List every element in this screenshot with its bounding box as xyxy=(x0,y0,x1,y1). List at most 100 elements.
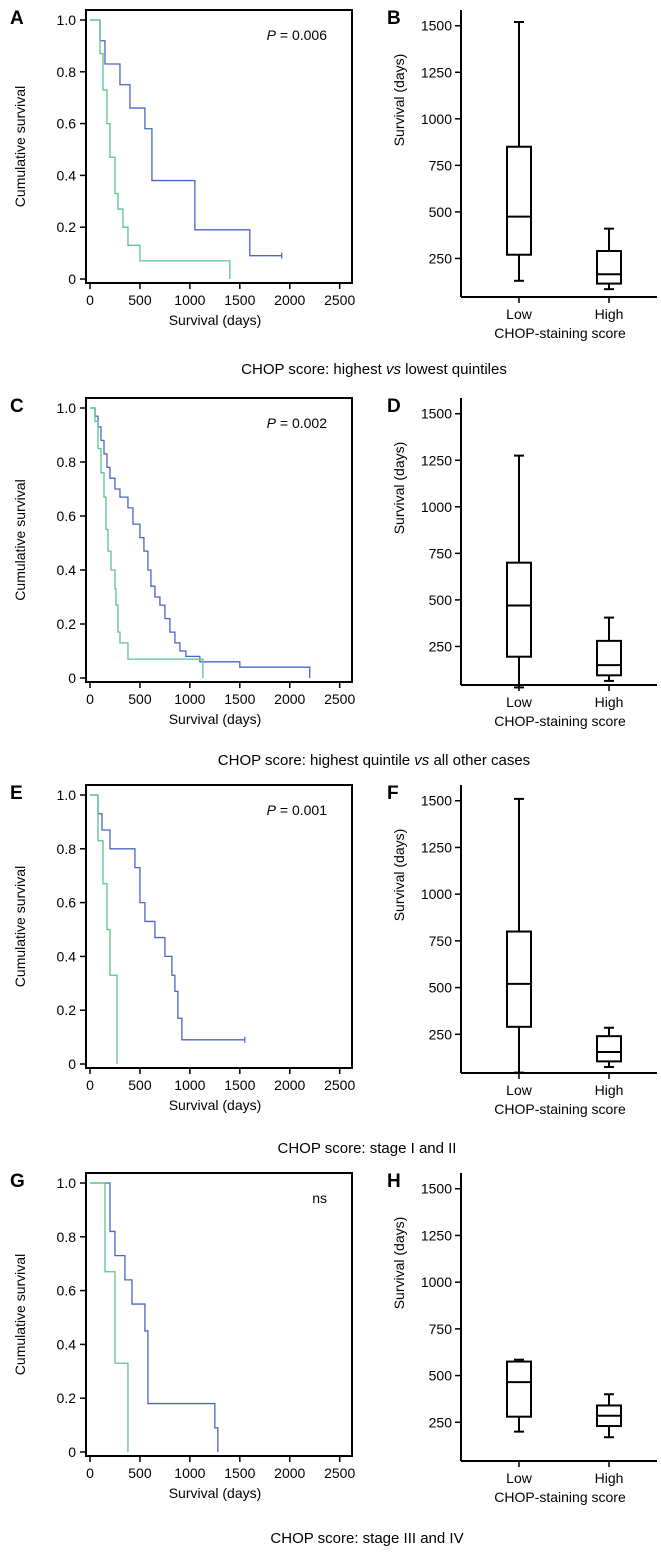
y-tick-label: 1250 xyxy=(421,64,452,80)
row-1: A 0 0.2 0.4 0.6 0.8 1.0 0 500 1000 1500 2000 2500 Sur… xyxy=(10,8,657,378)
p-value-text: = 0.006 xyxy=(276,27,327,43)
x-tick-label: 1500 xyxy=(224,292,255,308)
y-tick-label: 0.6 xyxy=(57,508,77,524)
y-tick-label: 0.4 xyxy=(57,948,77,964)
panel-letter: E xyxy=(10,783,23,804)
x-tick-label: 0 xyxy=(86,292,94,308)
figure-caption: CHOP score: stage III and IV xyxy=(270,1530,463,1547)
p-value-annotation: P = 0.006 xyxy=(267,27,328,43)
x-axis-label: Survival (days) xyxy=(169,1097,262,1113)
y-tick-label: 500 xyxy=(429,204,453,220)
p-value-text: ns xyxy=(312,1190,327,1206)
y-tick-label: 750 xyxy=(429,1321,453,1337)
x-tick-label: 0 xyxy=(86,1077,94,1093)
x-tick-label: 500 xyxy=(128,292,152,308)
x-tick-label: 0 xyxy=(86,1465,94,1481)
plot-frame xyxy=(85,397,353,683)
figure-caption: CHOP score: highest quintile vs all othe… xyxy=(218,752,530,769)
y-tick-label: 1000 xyxy=(421,499,452,515)
y-tick-label: 1500 xyxy=(421,406,452,422)
x-tick-label: 1500 xyxy=(224,691,255,707)
box-panel: B 250 500 750 1000 1250 1500 Survival (days) Low… xyxy=(387,8,657,341)
y-tick-label: 1000 xyxy=(421,1274,452,1290)
x-tick-label: 2000 xyxy=(274,1077,305,1093)
panel-letter: C xyxy=(10,396,24,417)
category-label: High xyxy=(595,1470,624,1486)
x-axis-label: CHOP-staining score xyxy=(494,1101,626,1117)
km-curve-high xyxy=(90,1182,129,1452)
km-panel: E 0 0.2 0.4 0.6 0.8 1.0 0 500 1000 1500 2000 2500 Sur… xyxy=(10,783,355,1113)
y-tick-label: 500 xyxy=(429,980,453,996)
plot-frame xyxy=(85,784,353,1069)
iqr-box xyxy=(596,250,622,285)
p-value-annotation: ns xyxy=(312,1190,327,1206)
y-tick-label: 1250 xyxy=(421,452,452,468)
x-tick-label: 2000 xyxy=(274,292,305,308)
x-tick-label: 2500 xyxy=(324,1077,355,1093)
km-panel: A 0 0.2 0.4 0.6 0.8 1.0 0 500 1000 1500 2000 2500 Sur… xyxy=(10,8,355,328)
y-tick-label: 0 xyxy=(68,1444,76,1460)
y-tick-label: 750 xyxy=(429,157,453,173)
x-axis-label: Survival (days) xyxy=(169,711,262,727)
y-tick-label: 250 xyxy=(429,1414,453,1430)
y-tick-label: 0.6 xyxy=(57,895,77,911)
y-tick-label: 0.8 xyxy=(57,1229,77,1245)
plot-frame xyxy=(85,1172,353,1457)
y-tick-label: 250 xyxy=(429,638,453,654)
y-tick-label: 0.4 xyxy=(57,167,77,183)
category-label: High xyxy=(595,694,624,710)
x-tick-label: 500 xyxy=(128,1465,152,1481)
iqr-box xyxy=(506,1360,532,1418)
y-tick-label: 250 xyxy=(429,1026,453,1042)
y-tick-label: 0.4 xyxy=(57,562,77,578)
y-axis-label: Cumulative survival xyxy=(12,479,28,600)
caption-text: CHOP score: highest xyxy=(241,361,386,378)
y-tick-label: 0.8 xyxy=(57,454,77,470)
y-axis-label: Survival (days) xyxy=(391,54,407,147)
y-axis-label: Cumulative survival xyxy=(12,86,28,207)
box-panel: H 250 500 750 1000 1250 1500 Survival (days) Low… xyxy=(387,1171,657,1505)
y-tick-label: 750 xyxy=(429,933,453,949)
box-panel: F 250 500 750 1000 1250 1500 Survival (days) Low… xyxy=(387,783,657,1117)
y-tick-label: 0.4 xyxy=(57,1336,77,1352)
y-tick-label: 1500 xyxy=(421,1181,452,1197)
y-axis-label: Survival (days) xyxy=(391,442,407,535)
iqr-box xyxy=(596,1035,622,1063)
category-label: Low xyxy=(506,306,533,322)
p-value-symbol: P xyxy=(267,802,277,818)
km-curve-low xyxy=(90,794,245,1041)
p-value-symbol: P xyxy=(267,27,277,43)
km-curve-high xyxy=(90,407,204,678)
y-tick-label: 1250 xyxy=(421,839,452,855)
y-tick-label: 0.6 xyxy=(57,116,77,132)
y-tick-label: 0.2 xyxy=(57,219,77,235)
panel-letter: F xyxy=(387,783,399,804)
box-panel: D 250 500 750 1000 1250 1500 Survival (days) Low… xyxy=(387,396,657,729)
y-tick-label: 250 xyxy=(429,250,453,266)
caption-text-end: all other cases xyxy=(429,752,530,769)
y-tick-label: 0 xyxy=(68,670,76,686)
category-label: High xyxy=(595,1082,624,1098)
iqr-box xyxy=(596,639,622,677)
y-axis-label: Cumulative survival xyxy=(12,1254,28,1375)
y-tick-label: 0.6 xyxy=(57,1283,77,1299)
caption-emphasis: vs xyxy=(414,752,430,769)
y-tick-label: 750 xyxy=(429,545,453,561)
row-4: G 0 0.2 0.4 0.6 0.8 1.0 0 500 1000 1500 2000 2500 Sur… xyxy=(10,1171,657,1547)
y-tick-label: 1.0 xyxy=(57,1175,77,1191)
y-tick-label: 0.8 xyxy=(57,64,77,80)
x-tick-label: 2500 xyxy=(324,1465,355,1481)
x-tick-label: 1000 xyxy=(174,691,205,707)
x-tick-label: 2500 xyxy=(324,292,355,308)
km-curve-low xyxy=(90,407,311,678)
y-tick-label: 1.0 xyxy=(57,12,77,28)
y-tick-label: 500 xyxy=(429,592,453,608)
y-tick-label: 1500 xyxy=(421,18,452,34)
p-value-text: = 0.002 xyxy=(276,415,327,431)
y-axis-label: Survival (days) xyxy=(391,829,407,922)
x-axis-label: CHOP-staining score xyxy=(494,1489,626,1505)
figure-caption: CHOP score: stage I and II xyxy=(278,1140,457,1157)
x-tick-label: 2000 xyxy=(274,1465,305,1481)
x-tick-label: 500 xyxy=(128,691,152,707)
